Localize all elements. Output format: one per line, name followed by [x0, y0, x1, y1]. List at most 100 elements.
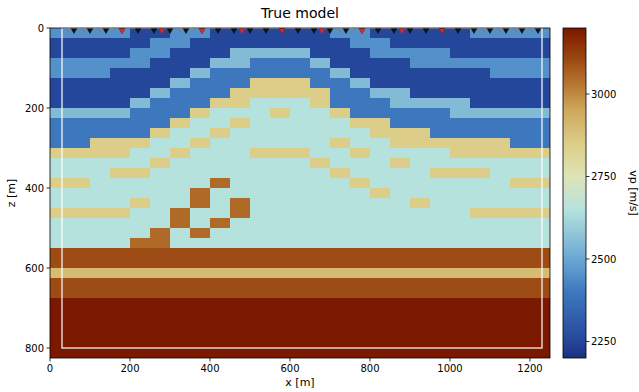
cell [370, 28, 391, 39]
cell [310, 148, 331, 159]
cell [270, 228, 291, 239]
cell [450, 138, 471, 149]
cell [450, 58, 471, 69]
cell [450, 68, 471, 79]
cell [210, 38, 231, 49]
cell [490, 268, 511, 279]
cell [370, 98, 391, 109]
cell [430, 238, 451, 249]
cell [50, 88, 71, 99]
cell [90, 128, 111, 139]
cell [470, 28, 491, 39]
cell [90, 78, 111, 89]
cell [470, 298, 491, 309]
cell [470, 158, 491, 169]
cell [170, 58, 191, 69]
cell [510, 298, 531, 309]
cell [290, 88, 311, 99]
cell [230, 138, 251, 149]
cell [270, 258, 291, 269]
cell [370, 158, 391, 169]
cell [510, 288, 531, 299]
cell [490, 228, 511, 239]
cell [150, 68, 171, 79]
cell [90, 148, 111, 159]
cell [310, 68, 331, 79]
cell [350, 228, 371, 239]
cell [190, 48, 211, 59]
cell [250, 158, 271, 169]
cell [430, 188, 451, 199]
cell [510, 88, 531, 99]
cell [450, 128, 471, 139]
cell [450, 78, 471, 89]
cell [250, 178, 271, 189]
cell [430, 148, 451, 159]
cell [370, 318, 391, 329]
receiver [391, 29, 397, 35]
cell [110, 248, 131, 259]
cell [90, 198, 111, 209]
cell [190, 228, 211, 239]
cell [350, 278, 371, 289]
cell [290, 238, 311, 249]
receiver [471, 29, 477, 35]
cell [350, 298, 371, 309]
cell [210, 238, 231, 249]
cell [250, 248, 271, 259]
cell [330, 348, 351, 358]
x-tick-label: 1200 [517, 363, 542, 374]
cell [230, 38, 251, 49]
cell [130, 278, 151, 289]
cell [190, 58, 211, 69]
cell [470, 288, 491, 299]
cell [350, 138, 371, 149]
cell [530, 88, 550, 99]
cell [530, 318, 550, 329]
receiver [151, 29, 157, 35]
cell [310, 28, 331, 39]
cell [150, 158, 171, 169]
cell [270, 178, 291, 189]
cell [90, 258, 111, 269]
cell [430, 158, 451, 169]
cell [450, 348, 471, 358]
cell [370, 198, 391, 209]
cell [490, 58, 511, 69]
cell [250, 138, 271, 149]
cell [170, 28, 191, 39]
cell [510, 278, 531, 289]
cell [190, 268, 211, 279]
cell [170, 178, 191, 189]
cell [190, 78, 211, 89]
cell [210, 198, 231, 209]
colorbar-tick [586, 259, 590, 260]
cell [450, 158, 471, 169]
cell [290, 288, 311, 299]
cell [170, 98, 191, 109]
cell [190, 198, 211, 209]
cell [230, 88, 251, 99]
cell [190, 248, 211, 259]
cell [410, 268, 431, 279]
cell [390, 298, 411, 309]
cell [350, 168, 371, 179]
cell [330, 28, 351, 39]
cell [390, 158, 411, 169]
cell [230, 308, 251, 319]
cell [530, 208, 550, 219]
cell [470, 228, 491, 239]
cell [130, 148, 151, 159]
cell [410, 138, 431, 149]
source [119, 29, 125, 35]
cell [250, 228, 271, 239]
cell [230, 28, 251, 39]
cell [330, 128, 351, 139]
cell [230, 298, 251, 309]
cell [230, 268, 251, 279]
cell [470, 218, 491, 229]
cell [150, 288, 171, 299]
cell [290, 258, 311, 269]
cell [110, 258, 131, 269]
cell [390, 248, 411, 259]
